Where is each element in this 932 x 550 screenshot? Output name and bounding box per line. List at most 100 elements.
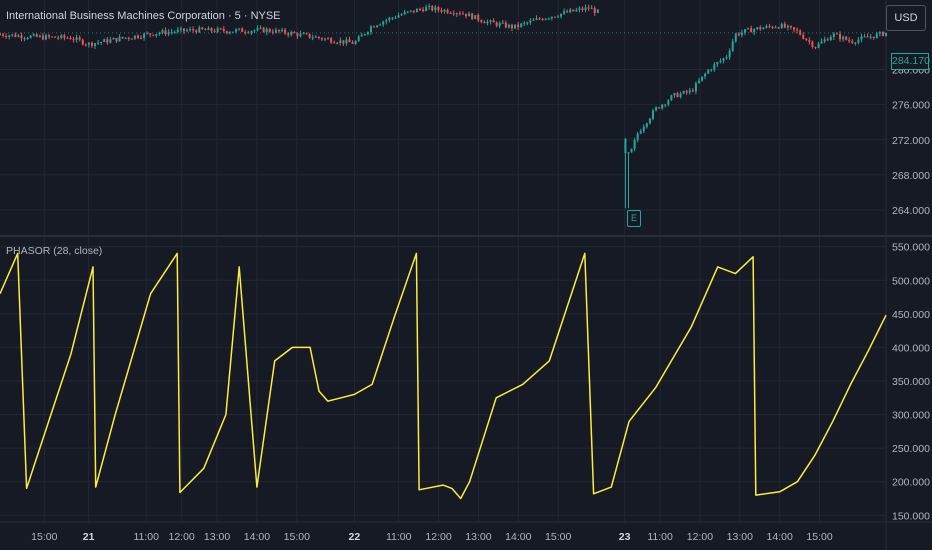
candle-body [648,118,651,124]
candle-body [747,28,750,30]
candle-body [176,29,179,32]
candle-body [41,35,44,40]
candle-body [866,36,869,38]
x-tick-label: 15:00 [806,531,832,543]
candle-body [863,36,866,38]
candle-body [293,32,296,34]
y-tick-label: 264.000 [892,205,930,217]
currency-button[interactable]: USD [886,5,926,31]
candle-body [48,35,51,37]
candle-body [658,107,661,109]
candle-body [839,33,842,40]
candle-body [820,41,823,44]
candle-body [633,140,636,149]
candle-body [78,37,81,40]
candle-body [510,24,513,29]
candle-body [186,30,189,32]
candle-body [419,9,422,11]
candle-body [112,37,115,40]
candle-body [5,35,8,38]
x-tick-label: 22 [349,531,361,543]
candle-body [753,29,756,33]
candle-body [115,37,118,42]
candle-body [774,27,777,29]
candle-body [523,22,526,24]
candle-body [762,27,765,30]
candle-body [713,64,716,70]
candle-body [305,33,308,35]
candle-body [198,27,201,33]
candle-body [740,32,743,36]
candle-body [437,7,440,11]
candle-body [97,42,100,44]
candle-body [765,25,768,28]
x-tick-label: 21 [83,531,95,543]
candle-body [532,19,535,21]
x-axis: 15:00 21 11:00 12:00 13:00 14:00 15:00 22 11:00 1… [31,531,833,543]
candle-body [201,27,204,30]
candle-body [277,29,280,32]
candle-body [572,9,575,12]
candle-body [155,34,158,36]
candle-body [566,11,569,13]
candle-body [560,13,563,17]
candle-body [596,9,599,13]
candle-body [547,18,550,20]
candle-body [805,38,808,40]
x-tick-label: 11:00 [647,531,673,543]
candle-body [323,38,326,40]
candle-body [701,76,704,81]
candle-body [238,28,241,30]
candle-body [498,23,501,26]
candle-body [688,90,691,93]
candle-body [72,39,75,41]
candle-body [164,30,167,35]
x-tick-label: 14:00 [505,531,531,543]
candle-body [345,39,348,44]
candle-body [385,20,388,22]
candle-body [161,30,164,33]
candle-body [842,36,845,40]
candle-body [409,10,412,12]
y-tick-label: 500.000 [892,275,930,287]
candle-body [219,28,222,30]
candle-body [857,39,860,43]
candle-body [477,15,480,21]
candle-body [23,38,26,40]
earnings-marker[interactable]: E [627,210,641,227]
candle-body [578,8,581,10]
candle-body [14,34,17,37]
candle-body [216,28,219,32]
candle-body [357,36,360,42]
candle-body [118,36,121,42]
candle-body [789,25,792,28]
candle-body [722,58,725,61]
y-tick-label: 276.000 [892,100,930,112]
candle-body [60,35,63,39]
candle-body [851,41,854,43]
y-tick-label: 200.000 [892,477,930,489]
x-tick-label: 14:00 [244,531,270,543]
candle-body [458,13,461,15]
candle-body [446,9,449,13]
candle-body [314,36,317,38]
candle-body [284,29,287,34]
y-axis: 280.000276.000272.000268.000264.000550.0… [892,64,930,522]
candle-body [636,133,639,141]
candle-body [529,20,532,23]
candle-body [808,39,811,42]
candle-body [878,31,881,34]
candle-body [281,29,284,32]
candle-body [259,27,262,29]
candle-body [231,31,234,33]
candle-body [26,38,29,40]
phasor-line [0,252,887,500]
candle-body [400,14,403,16]
candle-body [783,23,786,28]
candle-body [103,39,106,42]
candle-body [124,37,127,39]
candle-body [581,8,584,11]
candle-body [845,36,848,40]
candle-body [265,28,268,33]
